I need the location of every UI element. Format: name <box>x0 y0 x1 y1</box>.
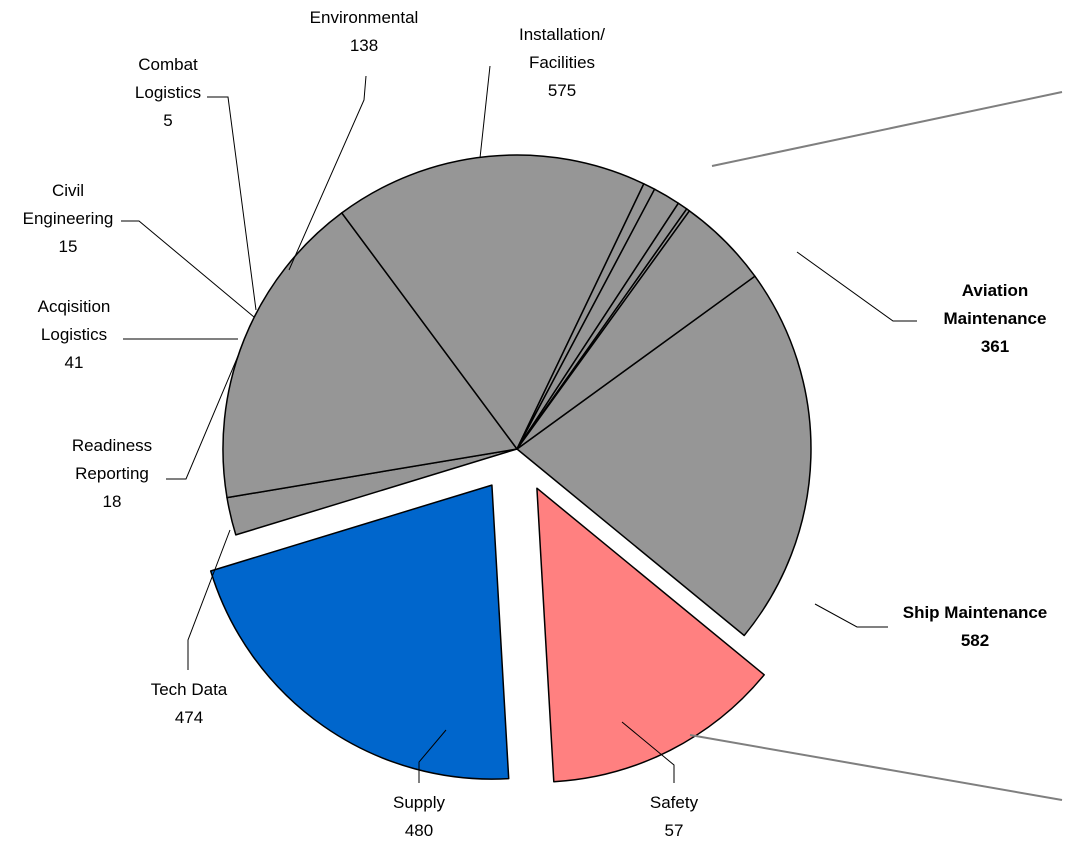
label-leader-line <box>207 96 257 311</box>
pie-slice <box>209 484 510 780</box>
slice-name: Logistics <box>41 325 107 344</box>
slice-name: Acqisition <box>38 297 111 316</box>
slice-label: Supply 480 <box>393 793 445 840</box>
pie-slice <box>516 275 812 637</box>
slice-name: Environmental <box>310 8 419 27</box>
slice-name: Installation/ <box>519 25 605 44</box>
slice-value: 361 <box>981 337 1009 356</box>
slice-name: Civil <box>52 181 84 200</box>
slice-label: Acqisition Logistics 41 <box>38 297 111 372</box>
slice-value: 5 <box>163 111 172 130</box>
slice-name: Tech Data <box>151 680 228 699</box>
pie-slice <box>341 154 645 450</box>
label-leaders <box>121 65 1063 801</box>
slice-label: Combat Logistics 5 <box>135 55 201 130</box>
slice-name: Reporting <box>75 464 149 483</box>
label-leader-line <box>796 251 917 322</box>
label-leader-line <box>418 729 447 783</box>
slice-label: Readiness Reporting 18 <box>72 436 152 511</box>
exploded-connector-line <box>711 91 1063 167</box>
slice-name: Logistics <box>135 83 201 102</box>
pie-slice <box>516 210 756 450</box>
slice-label: Ship Maintenance 582 <box>903 603 1048 650</box>
slice-value: 41 <box>65 353 84 372</box>
pie-slice <box>222 212 518 499</box>
slice-label: Tech Data 474 <box>151 680 228 727</box>
slice-value: 480 <box>405 821 433 840</box>
slice-name: Engineering <box>23 209 114 228</box>
slice-name: Safety <box>650 793 699 812</box>
slice-name: Combat <box>138 55 198 74</box>
slice-value: 575 <box>548 81 576 100</box>
slice-label: Aviation Maintenance 361 <box>944 281 1047 356</box>
label-leader-line <box>814 603 888 628</box>
slice-value: 138 <box>350 36 378 55</box>
label-leader-line <box>166 355 239 480</box>
slice-label: Installation/Facilities 575 <box>519 25 605 100</box>
slice-name: Aviation <box>962 281 1028 300</box>
slice-label: Environmental 138 <box>310 8 419 55</box>
label-leader-line <box>621 721 675 783</box>
slice-name: Facilities <box>529 53 595 72</box>
label-leader-line <box>121 220 255 318</box>
label-leader-line <box>479 65 491 159</box>
pie-slice <box>536 487 765 783</box>
pie-slices <box>209 154 812 783</box>
slice-name: Maintenance <box>944 309 1047 328</box>
slice-value: 474 <box>175 708 203 727</box>
label-leader-line <box>288 75 367 271</box>
slice-name: Supply <box>393 793 445 812</box>
slice-value: 15 <box>59 237 78 256</box>
slice-name: Ship Maintenance <box>903 603 1048 622</box>
slice-name: Readiness <box>72 436 152 455</box>
slice-value: 57 <box>665 821 684 840</box>
label-leader-line <box>187 529 231 670</box>
exploded-connector-line <box>689 734 1063 801</box>
slice-label: Safety 57 <box>650 793 699 840</box>
slice-value: 18 <box>103 492 122 511</box>
slice-value: 582 <box>961 631 989 650</box>
slice-label: Civil Engineering 15 <box>23 181 114 256</box>
